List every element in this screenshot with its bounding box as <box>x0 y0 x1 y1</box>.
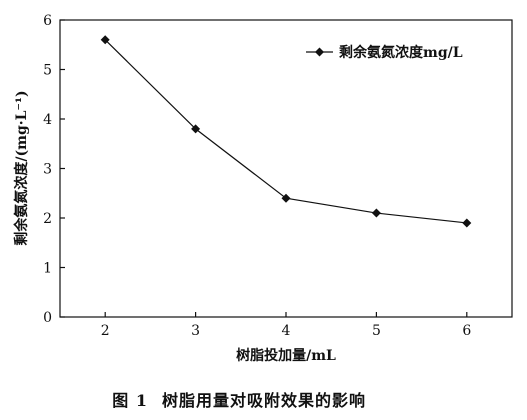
y-tick-label: 2 <box>43 211 52 227</box>
data-point-marker <box>462 218 472 228</box>
figure-caption-label: 图 1 <box>112 391 148 410</box>
figure-caption-text: 树脂用量对吸附效果的影响 <box>162 391 366 410</box>
x-axis-title: 树脂投加量/mL <box>236 347 336 364</box>
x-tick-label: 5 <box>372 323 381 339</box>
y-axis-ticks: 0 1 2 3 4 5 6 <box>43 13 65 326</box>
plot-area-frame <box>59 19 513 318</box>
y-tick-label: 0 <box>43 310 52 326</box>
y-tick-label: 6 <box>43 13 52 29</box>
data-point-marker <box>191 124 201 134</box>
x-tick-label: 4 <box>282 323 291 339</box>
legend-label: 剩余氨氮浓度mg/L <box>339 44 463 61</box>
y-tick-label: 3 <box>43 162 52 178</box>
x-tick-label: 2 <box>101 323 110 339</box>
data-point-marker <box>100 35 110 45</box>
y-axis-title: 剩余氨氮浓度/(mg·L⁻¹) <box>13 90 30 245</box>
y-tick-label: 1 <box>43 261 52 277</box>
data-point-marker <box>281 193 291 203</box>
legend-marker <box>315 47 324 57</box>
x-axis-ticks: 2 3 4 5 6 <box>101 312 471 339</box>
y-tick-label: 5 <box>43 63 52 79</box>
y-tick-label: 4 <box>43 112 52 128</box>
series-group <box>100 35 472 228</box>
x-tick-label: 6 <box>462 323 471 339</box>
x-tick-label: 3 <box>191 323 200 339</box>
data-point-marker <box>371 208 381 218</box>
legend: 剩余氨氮浓度mg/L <box>306 44 463 61</box>
